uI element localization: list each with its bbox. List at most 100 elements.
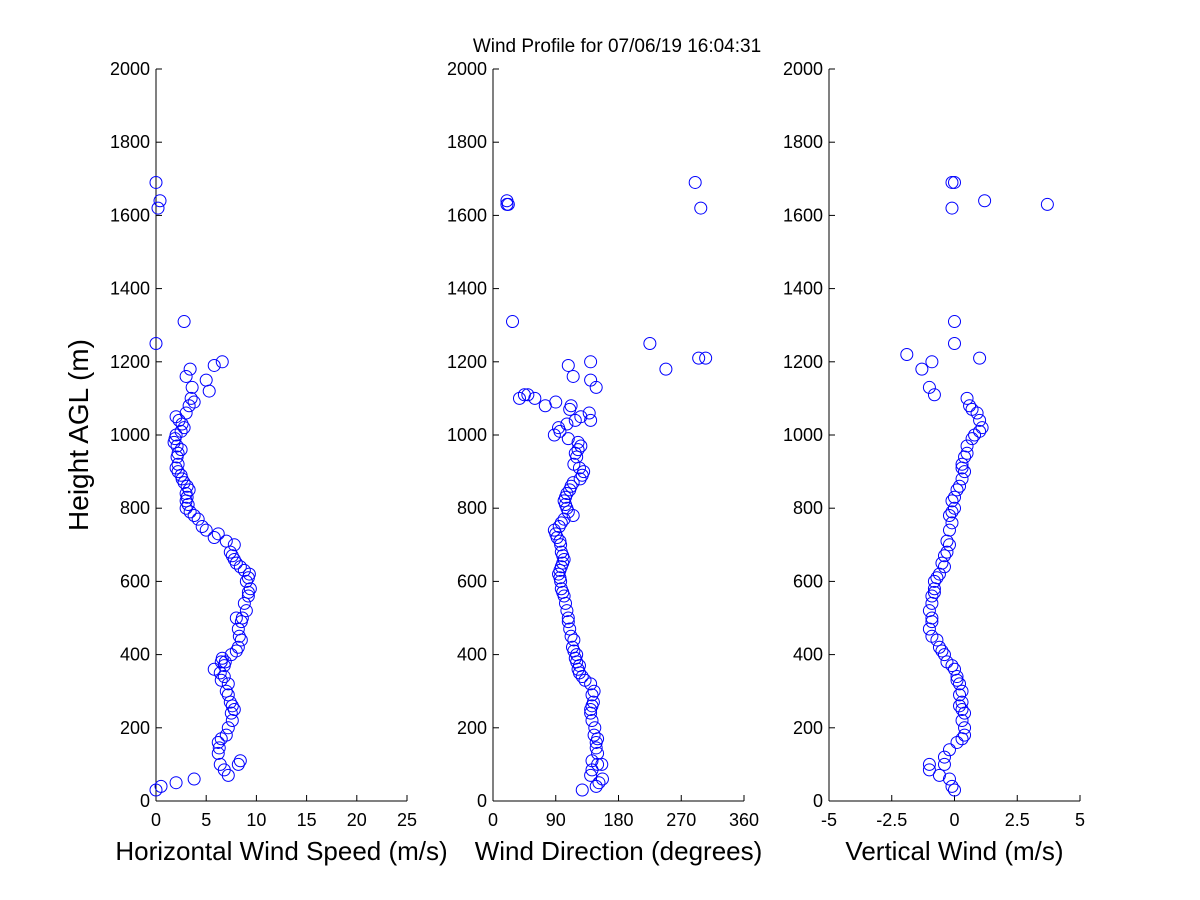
data-point — [950, 483, 964, 497]
data-point — [227, 538, 241, 552]
data-point — [171, 465, 185, 479]
data-point — [221, 768, 235, 782]
data-point — [925, 611, 939, 625]
x-tick-label: 2.5 — [1005, 810, 1030, 830]
data-point — [179, 369, 193, 383]
data-point — [554, 545, 568, 559]
data-point — [584, 413, 598, 427]
data-point — [930, 571, 944, 585]
y-tick-label: 1800 — [110, 132, 150, 152]
data-point — [184, 391, 198, 405]
y-tick-label: 800 — [793, 498, 823, 518]
x-tick-label: 25 — [397, 810, 417, 830]
data-point — [948, 662, 961, 676]
wind-direction-panel: 0 200 400 600 800 1000 1200 1400 1600 1800 2000 0 90… — [447, 59, 762, 866]
data-point — [573, 472, 587, 486]
data-point — [223, 695, 237, 709]
data-point — [586, 695, 600, 709]
data-point — [591, 732, 605, 746]
y-tick-label: 2000 — [447, 59, 487, 79]
y-tick-label: 200 — [457, 718, 487, 738]
data-point — [955, 695, 969, 709]
data-point — [231, 640, 245, 654]
data-point — [229, 556, 243, 570]
y-tick-label: 2000 — [110, 59, 150, 79]
data-point — [927, 574, 941, 588]
y-tick-label: 400 — [120, 645, 150, 665]
data-point — [692, 351, 706, 365]
data-point — [570, 648, 584, 662]
data-point — [221, 721, 235, 735]
data-point — [595, 772, 609, 786]
y-tick-label: 1600 — [783, 205, 823, 225]
data-point — [181, 498, 195, 512]
data-point — [922, 763, 936, 777]
y-tick-label: 1800 — [783, 132, 823, 152]
x-axis-label: Horizontal Wind Speed (m/s) — [115, 836, 447, 866]
data-point — [183, 362, 197, 376]
data-point — [955, 703, 969, 716]
data-point — [575, 670, 589, 684]
data-point — [937, 549, 951, 563]
data-point — [963, 399, 977, 413]
y-tick-label: 600 — [120, 571, 150, 591]
data-point — [567, 633, 581, 647]
y-tick-label: 1200 — [110, 352, 150, 372]
data-point — [1040, 197, 1054, 211]
x-tick-label: -5 — [821, 810, 837, 830]
data-point — [241, 589, 255, 603]
data-point — [592, 776, 606, 790]
data-point — [237, 596, 251, 610]
data-point — [517, 388, 531, 402]
data-point — [149, 175, 163, 189]
data-point — [560, 487, 574, 501]
data-point — [187, 395, 201, 409]
data-point — [564, 629, 578, 643]
data-point — [571, 443, 585, 457]
data-point — [232, 629, 246, 643]
data-point — [211, 746, 225, 760]
data-point — [149, 337, 163, 350]
data-point — [953, 688, 967, 702]
data-point — [948, 337, 961, 350]
data-point — [587, 684, 601, 698]
data-point — [955, 472, 969, 486]
data-point — [973, 413, 987, 427]
data-point — [942, 509, 956, 523]
data-point — [937, 750, 951, 764]
data-point — [945, 505, 959, 519]
data-point — [553, 534, 567, 548]
data-point — [151, 201, 165, 215]
data-point — [213, 757, 227, 771]
data-point — [211, 527, 225, 541]
x-axis-label: Wind Direction (degrees) — [475, 836, 763, 866]
data-point — [227, 703, 241, 716]
data-point — [561, 358, 575, 372]
data-point — [227, 552, 241, 566]
data-point — [554, 582, 568, 596]
data-point — [973, 424, 987, 438]
data-point — [900, 347, 914, 361]
data-point — [566, 369, 580, 383]
x-tick-label: 20 — [347, 810, 367, 830]
data-point — [211, 735, 225, 749]
data-point — [945, 494, 959, 508]
data-point — [566, 476, 580, 490]
data-point — [153, 194, 167, 208]
y-tick-label: 400 — [793, 645, 823, 665]
data-point — [512, 391, 526, 405]
data-point — [575, 783, 589, 797]
data-point — [182, 483, 196, 497]
data-point — [940, 545, 954, 559]
data-point — [958, 465, 972, 479]
data-point — [170, 439, 184, 453]
data-point — [207, 662, 221, 676]
data-point — [937, 757, 951, 771]
y-tick-label: 1400 — [447, 279, 487, 299]
data-point — [945, 779, 959, 793]
data-point — [922, 380, 936, 394]
y-tick-label: 200 — [120, 718, 150, 738]
data-point — [965, 402, 979, 416]
y-tick-label: 600 — [793, 571, 823, 591]
data-point — [935, 556, 949, 570]
